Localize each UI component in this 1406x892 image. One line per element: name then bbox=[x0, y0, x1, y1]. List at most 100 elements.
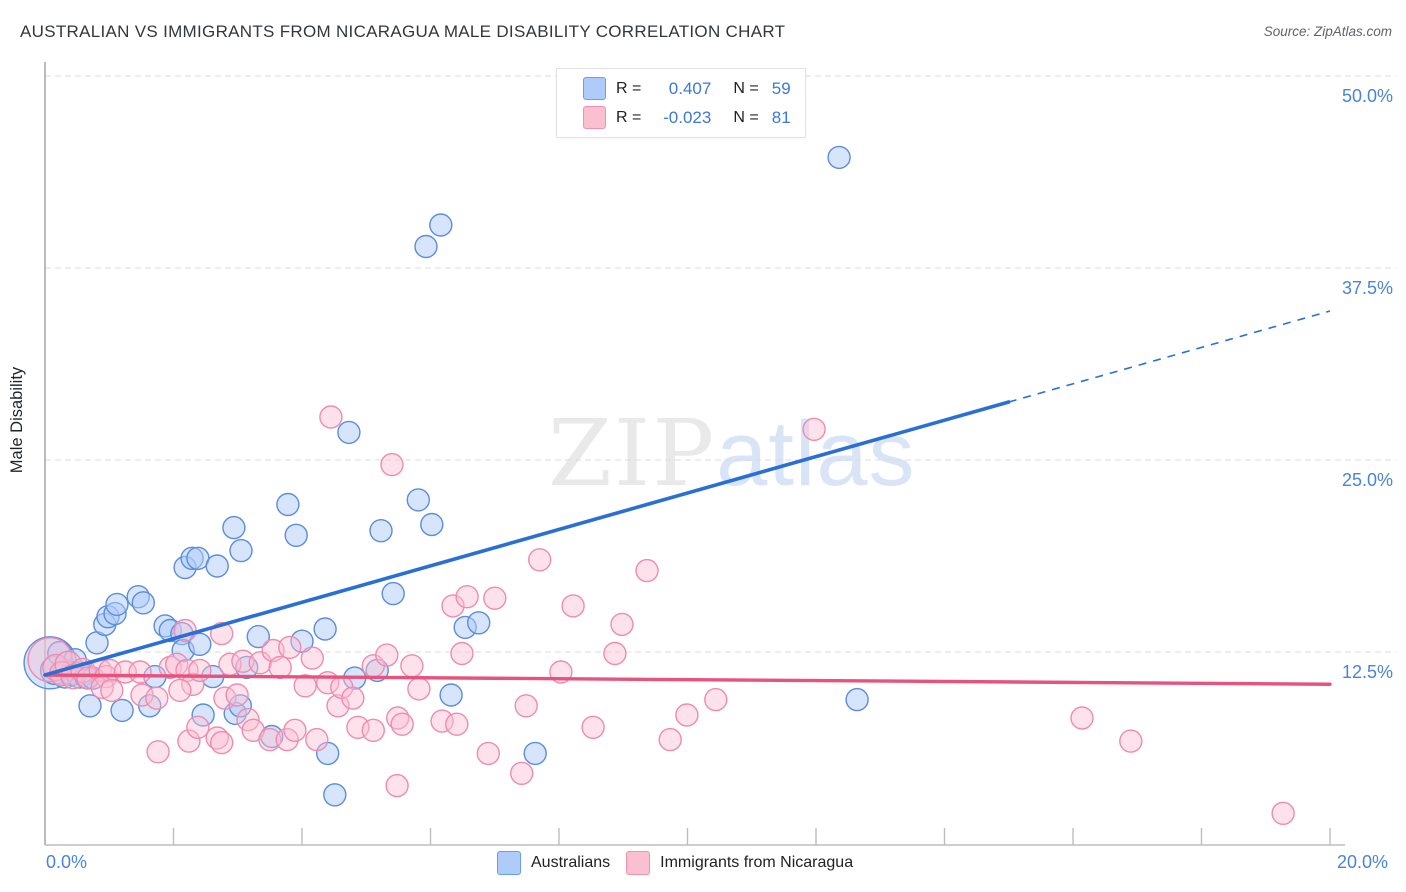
r-value-australians: 0.407 bbox=[668, 78, 712, 98]
data-point-australians[interactable] bbox=[323, 783, 347, 807]
data-point-nicaragua[interactable] bbox=[603, 641, 627, 666]
data-point-nicaragua[interactable] bbox=[400, 654, 424, 678]
data-point-australians[interactable] bbox=[313, 617, 337, 641]
data-point-nicaragua[interactable] bbox=[275, 727, 299, 752]
data-point-australians[interactable] bbox=[276, 492, 300, 517]
correlation-legend: R = 0.407 N = 59 R = -0.023 N = 81 bbox=[556, 68, 806, 138]
data-point-australians[interactable] bbox=[414, 234, 438, 259]
data-point-nicaragua[interactable] bbox=[225, 683, 249, 707]
data-point-nicaragua[interactable] bbox=[186, 715, 210, 739]
data-point-nicaragua[interactable] bbox=[510, 761, 534, 785]
data-point-australians[interactable] bbox=[222, 515, 246, 540]
data-point-australians[interactable] bbox=[467, 611, 491, 635]
data-point-nicaragua[interactable] bbox=[283, 718, 307, 742]
data-point-nicaragua[interactable] bbox=[1119, 729, 1143, 753]
data-point-australians[interactable] bbox=[523, 741, 547, 766]
data-point-nicaragua[interactable] bbox=[231, 649, 255, 673]
data-point-nicaragua[interactable] bbox=[450, 641, 474, 666]
data-point-nicaragua[interactable] bbox=[407, 677, 431, 701]
data-point-nicaragua[interactable] bbox=[346, 715, 370, 739]
data-point-nicaragua[interactable] bbox=[76, 666, 100, 690]
data-point-nicaragua[interactable] bbox=[1271, 801, 1295, 825]
data-point-nicaragua[interactable] bbox=[248, 651, 272, 675]
data-point-australians[interactable] bbox=[420, 512, 444, 537]
data-point-nicaragua[interactable] bbox=[635, 558, 659, 583]
data-point-nicaragua[interactable] bbox=[100, 678, 124, 703]
data-point-nicaragua[interactable] bbox=[380, 452, 404, 477]
trend-line-nicaragua bbox=[43, 673, 1332, 686]
data-point-australians[interactable] bbox=[229, 538, 253, 563]
data-point-nicaragua[interactable] bbox=[361, 718, 385, 742]
trend-line-australians-solid bbox=[43, 400, 1011, 677]
data-point-nicaragua[interactable] bbox=[581, 715, 605, 739]
data-point-australians[interactable] bbox=[845, 687, 869, 712]
data-point-nicaragua[interactable] bbox=[1070, 706, 1094, 730]
data-point-nicaragua[interactable] bbox=[188, 658, 212, 683]
data-point-nicaragua[interactable] bbox=[209, 730, 234, 755]
data-point-nicaragua[interactable] bbox=[341, 686, 365, 710]
data-point-nicaragua[interactable] bbox=[675, 703, 699, 727]
data-point-australians[interactable] bbox=[439, 683, 463, 707]
watermark-zip: ZIP bbox=[548, 400, 717, 507]
y-tick-label-37-5: 37.5% bbox=[1341, 278, 1393, 298]
x-tick-label-20: 20.0% bbox=[1337, 852, 1389, 872]
data-point-australians[interactable] bbox=[369, 519, 393, 543]
data-point-nicaragua[interactable] bbox=[802, 417, 826, 441]
data-point-nicaragua[interactable] bbox=[205, 726, 229, 750]
data-point-australians[interactable] bbox=[381, 581, 405, 606]
data-point-nicaragua[interactable] bbox=[258, 727, 282, 752]
data-point-nicaragua[interactable] bbox=[326, 694, 350, 718]
data-point-nicaragua[interactable] bbox=[130, 683, 154, 707]
data-point-nicaragua[interactable] bbox=[278, 635, 302, 660]
legend-row-australians: R = 0.407 N = 59 bbox=[583, 77, 791, 100]
data-point-nicaragua[interactable] bbox=[236, 707, 260, 732]
data-point-nicaragua[interactable] bbox=[293, 674, 317, 698]
data-point-nicaragua[interactable] bbox=[128, 660, 152, 684]
data-point-australians[interactable] bbox=[131, 591, 156, 615]
data-point-nicaragua[interactable] bbox=[528, 548, 552, 572]
data-point-nicaragua[interactable] bbox=[300, 646, 324, 670]
data-point-australians[interactable] bbox=[105, 592, 129, 617]
data-point-nicaragua[interactable] bbox=[455, 585, 479, 609]
data-point-australians[interactable] bbox=[827, 145, 851, 170]
australians-swatch bbox=[583, 77, 606, 100]
data-point-australians[interactable] bbox=[205, 554, 229, 578]
data-point-nicaragua[interactable] bbox=[168, 678, 192, 703]
r-value-nicaragua: -0.023 bbox=[663, 107, 712, 127]
data-point-nicaragua[interactable] bbox=[177, 729, 201, 753]
data-point-nicaragua[interactable] bbox=[704, 687, 728, 712]
data-point-nicaragua[interactable] bbox=[483, 586, 507, 610]
data-point-australians[interactable] bbox=[188, 632, 212, 656]
data-point-australians[interactable] bbox=[406, 488, 430, 512]
data-point-australians[interactable] bbox=[246, 624, 270, 649]
australians-swatch bbox=[497, 851, 521, 875]
data-point-nicaragua[interactable] bbox=[145, 686, 169, 710]
n-value-nicaragua: 81 bbox=[771, 107, 791, 127]
data-point-nicaragua[interactable] bbox=[514, 694, 538, 718]
data-point-nicaragua[interactable] bbox=[561, 594, 585, 618]
data-point-nicaragua[interactable] bbox=[146, 740, 170, 764]
data-point-nicaragua[interactable] bbox=[658, 727, 682, 752]
data-point-nicaragua[interactable] bbox=[375, 643, 399, 667]
data-point-australians[interactable] bbox=[284, 523, 308, 547]
y-tick-label-50: 50.0% bbox=[1341, 86, 1393, 106]
data-point-nicaragua[interactable] bbox=[319, 405, 343, 429]
data-point-nicaragua[interactable] bbox=[386, 706, 410, 730]
data-point-australians[interactable] bbox=[191, 703, 215, 727]
data-point-nicaragua[interactable] bbox=[181, 672, 205, 696]
data-point-australians[interactable] bbox=[290, 629, 314, 653]
data-point-nicaragua[interactable] bbox=[476, 741, 500, 766]
australians-label: Australians bbox=[531, 854, 611, 871]
data-point-nicaragua[interactable] bbox=[610, 612, 634, 637]
data-point-nicaragua[interactable] bbox=[390, 712, 414, 736]
data-point-nicaragua[interactable] bbox=[445, 712, 469, 736]
data-point-nicaragua[interactable] bbox=[441, 594, 465, 618]
data-point-australians[interactable] bbox=[429, 213, 453, 237]
data-point-nicaragua[interactable] bbox=[305, 727, 329, 752]
data-point-nicaragua[interactable] bbox=[430, 709, 454, 733]
watermark-atlas: atlas bbox=[716, 403, 916, 505]
data-point-australians[interactable] bbox=[337, 420, 361, 445]
data-point-australians[interactable] bbox=[78, 694, 102, 718]
data-point-australians[interactable] bbox=[110, 698, 134, 723]
data-point-nicaragua[interactable] bbox=[385, 773, 409, 798]
